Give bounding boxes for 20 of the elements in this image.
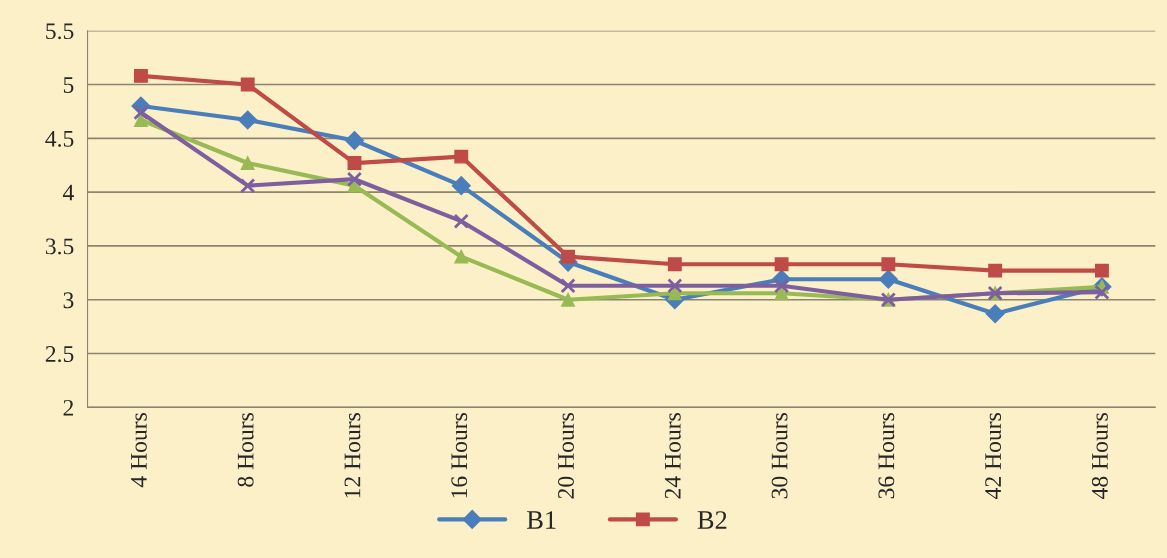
x-tick-label: 8 Hours (237, 413, 254, 487)
x-tick-label: 36 Hours (878, 413, 895, 499)
x-tick-label: 42 Hours (985, 413, 1002, 499)
y-tick-label: 4.5 (45, 130, 74, 147)
y-tick-label: 2 (63, 399, 74, 416)
y-tick-label: 3 (63, 292, 74, 309)
y-tick-label: 5 (63, 77, 74, 93)
x-tick-label: 12 Hours (344, 413, 361, 498)
x-tick-label: 16 Hours (451, 413, 468, 498)
x-tick-label: 24 Hours (664, 413, 681, 499)
y-tick-label: 5.5 (46, 23, 74, 40)
x-tick-label: 4 Hours (131, 413, 147, 488)
legend-label: B1 (527, 511, 556, 529)
y-tick-label: 3.5 (45, 238, 74, 255)
y-tick-label: 2.5 (45, 346, 74, 363)
legend-label: B2 (697, 511, 727, 529)
x-tick-label: 30 Hours (771, 413, 788, 499)
x-tick-label: 20 Hours (558, 413, 574, 499)
y-tick-label: 4 (62, 184, 74, 201)
x-tick-label: 48 Hours (1091, 413, 1108, 499)
